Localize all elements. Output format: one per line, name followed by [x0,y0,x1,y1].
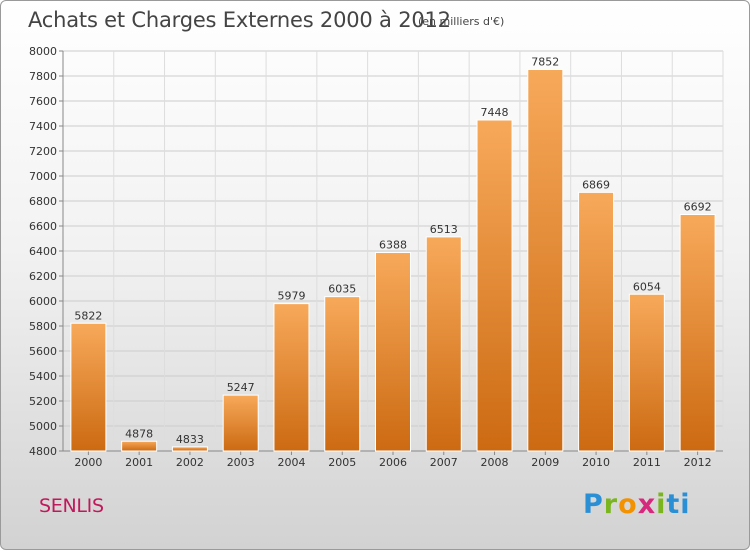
y-tick-label: 7200 [29,145,57,158]
data-label-2002: 4833 [176,433,204,446]
bar-2012[interactable] [679,214,716,452]
bar-2011[interactable] [628,293,665,452]
y-tick-label: 8000 [29,45,57,58]
y-tick-label: 5800 [29,320,57,333]
labels: 4800 5000 5200 5400 5600 5800 6000 6200 6400 6600… [29,45,712,469]
y-tick-label: 6800 [29,195,57,208]
bar-2006[interactable] [375,252,411,452]
data-label-2010: 6869 [582,178,610,191]
data-label-2001: 4878 [125,427,153,440]
x-tick-label-2004: 2004 [277,456,305,469]
x-tick-label-2008: 2008 [481,456,509,469]
x-tick-label-2001: 2001 [125,456,153,469]
y-tick-label: 6600 [29,220,57,233]
proxiti-logo[interactable]: Proxiti [583,489,691,520]
data-label-2000: 5822 [74,309,102,322]
bar-2000[interactable] [70,322,107,452]
bars [70,69,716,452]
data-label-2009: 7852 [531,56,559,69]
data-label-2011: 6054 [633,280,661,293]
x-tick-label-2006: 2006 [379,456,407,469]
data-label-2006: 6388 [379,239,407,252]
bar-2003[interactable] [222,394,259,452]
bar-2007[interactable] [425,236,462,452]
x-tick-label-2009: 2009 [531,456,559,469]
y-tick-label: 7400 [29,120,57,133]
bar-2008[interactable] [476,119,513,452]
x-tick-label-2012: 2012 [684,456,712,469]
y-tick-label: 4800 [29,445,57,458]
chart-subtitle: (en milliers d'€) [418,15,505,28]
bar-2001[interactable] [121,440,158,452]
y-tick-label: 5600 [29,345,57,358]
x-tick-label-2003: 2003 [227,456,255,469]
data-label-2005: 6035 [328,283,356,296]
chart-title: Achats et Charges Externes 2000 à 2012 [28,8,451,32]
x-tick-label-2011: 2011 [633,456,661,469]
bar-2009[interactable] [527,69,564,452]
data-label-2004: 5979 [277,290,305,303]
x-tick-label-2007: 2007 [430,456,458,469]
data-label-2003: 5247 [227,381,255,394]
x-tick-label-2000: 2000 [74,456,102,469]
y-tick-label: 5400 [29,370,57,383]
bar-2002[interactable] [171,446,208,452]
x-tick-label-2010: 2010 [582,456,610,469]
y-tick-label: 7600 [29,95,57,108]
city-name: SENLIS [39,495,104,517]
y-tick-label: 7800 [29,70,57,83]
y-tick-label: 6400 [29,245,57,258]
x-tick-label-2002: 2002 [176,456,204,469]
x-tick-label-2005: 2005 [328,456,356,469]
bar-2005[interactable] [324,296,361,452]
bar-2004[interactable] [273,303,310,452]
y-tick-label: 5000 [29,420,57,433]
data-label-2007: 6513 [430,223,458,236]
bar-2010[interactable] [578,191,615,452]
y-tick-label: 6200 [29,270,57,283]
y-tick-label: 6000 [29,295,57,308]
y-tick-label: 5200 [29,395,57,408]
data-label-2012: 6692 [684,201,712,214]
y-tick-label: 7000 [29,170,57,183]
data-label-2008: 7448 [481,106,509,119]
